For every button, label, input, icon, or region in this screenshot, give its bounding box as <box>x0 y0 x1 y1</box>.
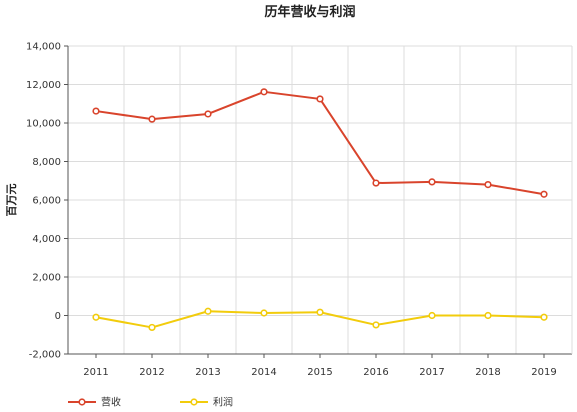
data-point[interactable] <box>316 95 324 103</box>
x-tick-label: 2019 <box>531 367 556 378</box>
y-tick-label: 0 <box>55 311 61 322</box>
y-axis-label: 百万元 <box>5 184 18 217</box>
legend-swatch-marker <box>190 398 198 406</box>
data-point[interactable] <box>372 179 380 187</box>
data-point[interactable] <box>148 323 156 332</box>
series-1 <box>92 307 548 332</box>
y-tick-label: 6,000 <box>32 196 61 207</box>
series-layer <box>92 88 548 332</box>
x-tick-label: 2014 <box>251 367 276 378</box>
y-tick-label: 10,000 <box>26 119 61 130</box>
y-tick-labels: -2,000 0 2,000 4,000 6,000 8,000 10,000 12,000 1… <box>26 42 61 361</box>
y-tick-label: 14,000 <box>26 42 61 53</box>
data-point[interactable] <box>484 311 492 320</box>
x-tick-label: 2015 <box>307 367 332 378</box>
data-point[interactable] <box>540 313 548 321</box>
legend-label: 利润 <box>213 396 233 409</box>
x-tick-labels: 2011 2012 2013 2014 2015 2016 2017 2018 2019 <box>83 367 556 378</box>
data-point[interactable] <box>204 307 212 315</box>
data-point[interactable] <box>372 321 380 329</box>
x-tick-label: 2016 <box>363 367 388 378</box>
y-tick-label: 12,000 <box>26 80 61 91</box>
legend[interactable]: 营收 利润 <box>68 396 233 409</box>
y-tick-label: 4,000 <box>32 234 61 245</box>
x-tick-label: 2017 <box>419 367 444 378</box>
y-tick-label: 2,000 <box>32 273 61 284</box>
x-tick-label: 2012 <box>139 367 164 378</box>
legend-item-1[interactable]: 利润 <box>180 396 233 409</box>
legend-swatch-marker <box>78 398 86 406</box>
x-tick-label: 2011 <box>83 367 108 378</box>
data-point[interactable] <box>484 181 492 189</box>
data-point[interactable] <box>204 110 212 118</box>
series-line <box>95 90 545 196</box>
x-tick-label: 2018 <box>475 367 500 378</box>
data-point[interactable] <box>428 311 436 320</box>
grid <box>68 45 572 355</box>
data-point[interactable] <box>260 88 268 96</box>
x-tick-label: 2013 <box>195 367 220 378</box>
legend-item-0[interactable]: 营收 <box>68 396 121 409</box>
y-tick-label: -2,000 <box>29 350 61 361</box>
data-point[interactable] <box>428 178 436 186</box>
series-0 <box>92 88 548 198</box>
legend-label: 营收 <box>101 396 121 409</box>
data-point[interactable] <box>260 309 268 317</box>
chart-title: 历年营收与利润 <box>264 4 355 20</box>
data-point[interactable] <box>92 313 100 321</box>
data-point[interactable] <box>316 308 324 316</box>
data-point[interactable] <box>92 107 100 115</box>
y-tick-label: 8,000 <box>32 157 61 168</box>
data-point[interactable] <box>148 115 156 123</box>
axes <box>64 45 573 358</box>
data-point[interactable] <box>540 190 548 198</box>
